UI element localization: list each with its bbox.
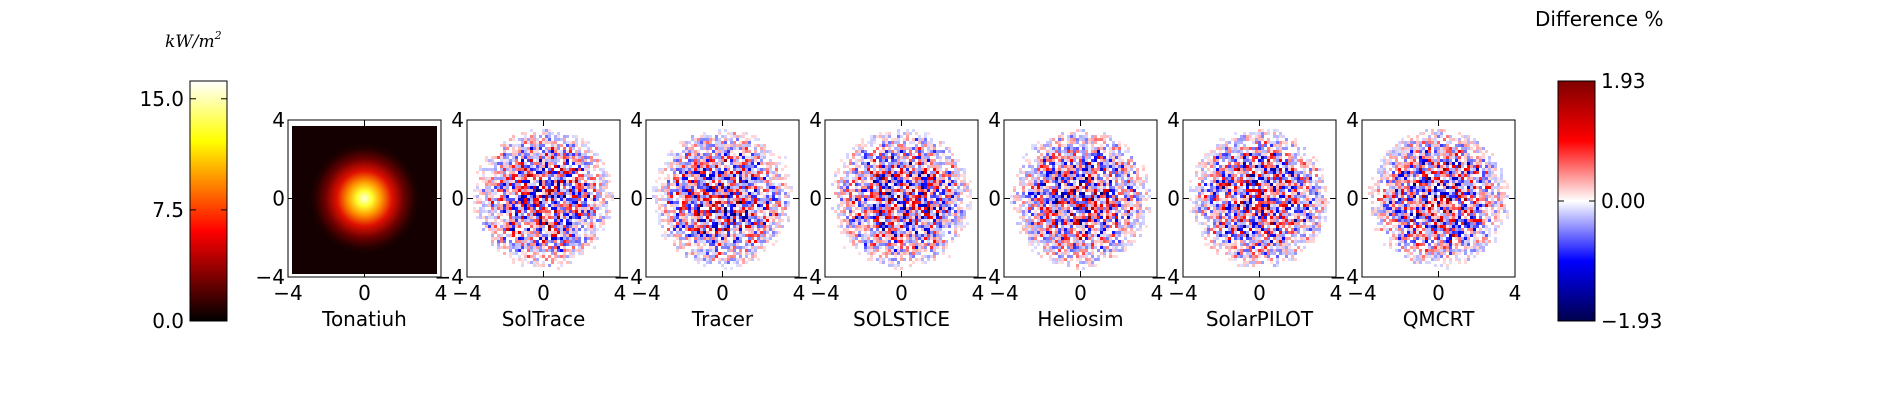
x-tick-label: 0 <box>537 281 550 305</box>
y-tick-label: 0 <box>809 187 822 211</box>
difference-noise <box>1368 129 1509 270</box>
flux-colorbar-unit: kW/m2 <box>165 29 222 52</box>
difference-map-background <box>1004 120 1157 277</box>
y-tick-label: 0 <box>1346 187 1359 211</box>
panel-title: SolTrace <box>502 307 586 331</box>
panel-title: Heliosim <box>1037 307 1123 331</box>
x-tick-label: −4 <box>810 281 839 305</box>
panel-title: Tonatiuh <box>321 307 407 331</box>
difference-colorbar-ticks: 1.93 0.00 −1.93 <box>1558 69 1662 333</box>
flux-colorbar-gradient <box>189 80 228 322</box>
panel-solstice: −4 0 4 4 0 −4 SOLSTICE <box>793 108 985 331</box>
y-tick-label: 0 <box>272 187 285 211</box>
y-tick-label: −4 <box>1330 265 1359 289</box>
panel-title: SOLSTICE <box>853 307 950 331</box>
panel-soltrace: −4 0 4 4 0 −4 SolTrace <box>435 108 627 331</box>
difference-tick-label: 0.00 <box>1601 189 1646 213</box>
x-tick-label: −4 <box>989 281 1018 305</box>
x-tick-label: 4 <box>793 281 806 305</box>
panel-title: Tracer <box>691 307 754 331</box>
x-tick-label: 0 <box>1074 281 1087 305</box>
difference-noise <box>1010 129 1151 270</box>
x-tick-label: 0 <box>1432 281 1445 305</box>
x-tick-label: −4 <box>1168 281 1197 305</box>
y-tick-label: −4 <box>1151 265 1180 289</box>
flux-tick-label: 0.0 <box>152 309 184 333</box>
x-tick-label: 4 <box>435 281 448 305</box>
difference-colorbar: Difference % 1.93 0.00 −1.93 <box>1535 7 1663 333</box>
y-tick-label: −4 <box>972 265 1001 289</box>
y-tick-label: 4 <box>630 108 643 132</box>
panel-heliosim: −4 0 4 4 0 −4 Heliosim <box>972 108 1164 331</box>
y-tick-label: 0 <box>988 187 1001 211</box>
panel-title: QMCRT <box>1403 307 1475 331</box>
x-tick-label: 0 <box>358 281 371 305</box>
y-tick-label: −4 <box>435 265 464 289</box>
flux-spot <box>309 143 420 254</box>
flux-colorbar: kW/m2 15.0 7.5 0.0 <box>139 29 228 333</box>
flux-colorbar-ticks: 15.0 7.5 0.0 <box>139 87 227 333</box>
y-tick-label: 0 <box>1167 187 1180 211</box>
x-tick-label: −4 <box>273 281 302 305</box>
y-tick-label: 0 <box>630 187 643 211</box>
panel-title: SolarPILOT <box>1206 307 1314 331</box>
y-tick-label: 4 <box>988 108 1001 132</box>
y-tick-label: −4 <box>256 265 285 289</box>
y-tick-label: −4 <box>614 265 643 289</box>
panel-tracer: −4 0 4 4 0 −4 Tracer <box>614 108 806 331</box>
panel-solarpilot: −4 0 4 4 0 −4 SolarPILOT <box>1151 108 1343 331</box>
x-tick-label: −4 <box>631 281 660 305</box>
y-tick-label: 0 <box>451 187 464 211</box>
panel-tonatiuh: −4 0 4 4 0 −4 Tonatiuh <box>256 108 448 331</box>
y-tick-label: 4 <box>1346 108 1359 132</box>
x-tick-label: 4 <box>1330 281 1343 305</box>
difference-colorbar-label: Difference % <box>1535 7 1663 31</box>
difference-noise <box>652 129 793 270</box>
y-tick-label: 4 <box>809 108 822 132</box>
x-tick-label: 4 <box>1151 281 1164 305</box>
x-tick-label: 0 <box>1253 281 1266 305</box>
x-tick-label: 0 <box>895 281 908 305</box>
panel-qmcrt: −4 0 4 4 0 −4 QMCRT <box>1330 108 1522 331</box>
difference-noise <box>473 129 614 270</box>
y-tick-label: 4 <box>1167 108 1180 132</box>
x-tick-label: 4 <box>614 281 627 305</box>
difference-tick-label: 1.93 <box>1601 69 1646 93</box>
x-tick-label: −4 <box>1347 281 1376 305</box>
flux-tick-label: 15.0 <box>139 87 184 111</box>
difference-tick-label: −1.93 <box>1601 309 1662 333</box>
x-tick-label: 4 <box>1509 281 1522 305</box>
difference-noise <box>1189 129 1330 267</box>
y-tick-label: 4 <box>451 108 464 132</box>
x-tick-label: −4 <box>452 281 481 305</box>
flux-tick-label: 7.5 <box>152 198 184 222</box>
difference-noise <box>831 129 972 270</box>
x-tick-label: 4 <box>972 281 985 305</box>
x-tick-label: 0 <box>716 281 729 305</box>
y-tick-label: −4 <box>793 265 822 289</box>
y-tick-label: 4 <box>272 108 285 132</box>
